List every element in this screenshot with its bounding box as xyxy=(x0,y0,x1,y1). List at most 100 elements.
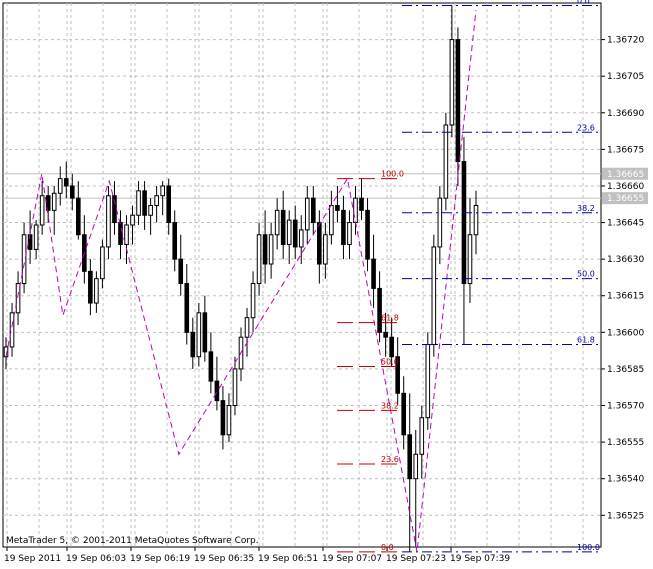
x-tick-label: 19 Sep 07:23 xyxy=(386,554,446,564)
y-tick-label: 1.36600 xyxy=(607,328,644,338)
candle-body xyxy=(250,283,256,319)
candle-body xyxy=(51,192,57,211)
candle-body xyxy=(100,246,105,280)
candle-body xyxy=(196,312,202,358)
x-tick-label: 19 Sep 06:03 xyxy=(66,554,126,564)
candle-body xyxy=(172,222,178,260)
fib-down-label: 100.0 xyxy=(381,170,404,179)
fib-down-label: 50.0 xyxy=(381,357,399,366)
candle-body xyxy=(389,336,394,358)
candle-body xyxy=(232,368,238,407)
candle-body xyxy=(39,195,45,226)
y-tick-label: 1.36615 xyxy=(607,292,644,302)
current-price-box xyxy=(602,192,648,205)
current-price-label: 1.36655 xyxy=(607,194,644,204)
candle-body xyxy=(15,283,21,314)
candles xyxy=(3,5,479,552)
candle-body xyxy=(21,234,27,285)
candle-body xyxy=(377,287,382,333)
candle-body xyxy=(148,204,153,216)
candle-body xyxy=(94,278,99,304)
candle-body xyxy=(178,258,184,285)
x-tick-label: 19 Sep 07:07 xyxy=(322,554,382,564)
candle-body xyxy=(184,283,190,333)
candle-body xyxy=(292,219,298,248)
y-tick-label: 1.36630 xyxy=(607,255,644,265)
y-tick-label: 1.36675 xyxy=(607,145,644,155)
y-tick-label: 1.36720 xyxy=(607,36,644,46)
candle-body xyxy=(401,392,406,436)
candle-body xyxy=(256,234,262,285)
candle-body xyxy=(160,185,165,197)
candle-body xyxy=(425,344,431,419)
y-tick-label: 1.36660 xyxy=(607,182,644,192)
candle-body xyxy=(130,214,135,226)
x-tick-label: 19 Sep 06:19 xyxy=(130,554,190,564)
y-tick-label: 1.36570 xyxy=(607,402,644,412)
y-tick-label: 1.36690 xyxy=(607,109,644,119)
candle-body xyxy=(467,234,473,285)
candle-body xyxy=(443,124,449,199)
candle-body xyxy=(371,258,376,289)
candle-body xyxy=(63,178,69,187)
y-tick-label: 1.36525 xyxy=(607,511,644,521)
fibonacci-levels[interactable]: 100.061.850.038.223.60.00.023.638.250.06… xyxy=(337,0,601,553)
candle-body xyxy=(76,197,81,236)
axes: 1.36720 1.36705 1.36690 1.36675 1.36660 1.366… xyxy=(4,36,648,564)
candle-body xyxy=(226,405,232,436)
current-price-label: 1.36665 xyxy=(607,170,644,180)
plot-border xyxy=(2,2,602,548)
y-tick-label: 1.36585 xyxy=(607,365,644,375)
candle-body xyxy=(214,380,220,402)
candle-body xyxy=(124,224,129,246)
candle-body xyxy=(274,209,280,236)
candle-body xyxy=(298,229,304,248)
candle-body xyxy=(407,434,413,480)
candle-body xyxy=(335,204,340,211)
x-tick-label: 19 Sep 07:39 xyxy=(450,554,510,564)
fib-up-label: 50.0 xyxy=(577,270,595,279)
candle-body xyxy=(57,178,63,194)
fib-up-label: 61.8 xyxy=(577,336,595,345)
candle-body xyxy=(106,195,111,248)
candle-body xyxy=(33,224,39,250)
zigzag-line xyxy=(5,10,477,552)
candle-body xyxy=(142,190,147,216)
candle-body xyxy=(286,219,292,246)
zigzag-polyline xyxy=(5,10,477,552)
fib-up-label: 23.6 xyxy=(577,123,595,132)
fib-down-label: 61.8 xyxy=(381,314,399,323)
candle-body xyxy=(45,195,51,211)
candle-body xyxy=(88,270,93,304)
fib-up-label: 38.2 xyxy=(577,204,595,213)
candle-body xyxy=(461,161,467,285)
candle-body xyxy=(341,209,346,246)
x-tick-label: 19 Sep 06:35 xyxy=(194,554,254,564)
y-tick-label: 1.36555 xyxy=(607,438,644,448)
candle-body xyxy=(455,39,461,163)
candle-body xyxy=(347,222,352,246)
candle-body xyxy=(437,197,443,248)
fib-up-label: 100.0 xyxy=(577,543,600,552)
candle-body xyxy=(419,417,425,455)
candle-body xyxy=(353,197,358,224)
y-tick-label: 1.36540 xyxy=(607,475,644,485)
copyright-text: MetaTrader 5, © 2001-2011 MetaQuotes Sof… xyxy=(6,536,259,546)
candle-body xyxy=(118,222,123,246)
candle-body xyxy=(473,204,479,236)
candle-body xyxy=(202,312,208,353)
x-tick-label: 19 Sep 2011 xyxy=(4,554,61,564)
candle-body xyxy=(323,234,328,265)
candle-body xyxy=(268,234,274,265)
fib-down-label: 38.2 xyxy=(381,401,399,410)
candle-body xyxy=(383,331,388,338)
y-tick-label: 1.36705 xyxy=(607,72,644,82)
candle-body xyxy=(359,197,364,211)
candle-body xyxy=(69,185,75,199)
candle-body xyxy=(311,197,316,224)
candle-body xyxy=(449,39,455,126)
candle-body xyxy=(365,209,370,260)
candle-body xyxy=(166,185,171,224)
